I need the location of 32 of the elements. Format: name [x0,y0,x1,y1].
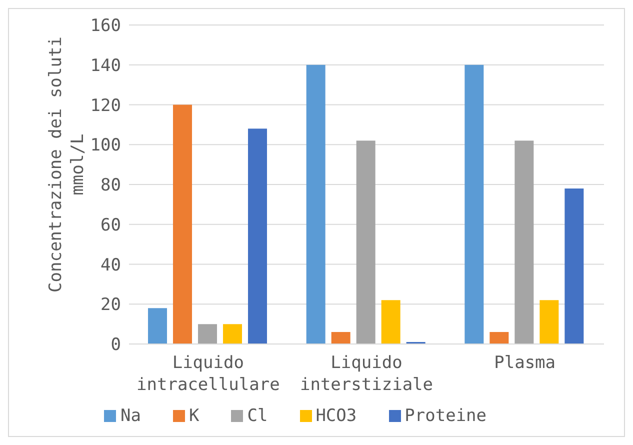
bar [464,64,484,344]
legend-label: Proteine [404,406,487,426]
legend-label: K [188,406,200,426]
bar [540,300,559,344]
bar [381,300,400,344]
y-axis-title: Concentrazione dei soluti mmol/L [46,36,88,292]
bar [490,332,509,344]
y-tick-label: 120 [90,96,121,116]
bar [306,64,326,344]
legend-label: Cl [247,406,268,426]
bar [564,188,584,344]
legend-label: Na [120,406,141,426]
y-tick-label: 140 [90,56,121,76]
x-tick-label: Plasma [494,353,556,373]
bar [223,324,242,344]
y-tick-label: 20 [100,295,121,316]
y-tick-label: 60 [100,215,121,236]
y-tick-label: 40 [100,255,121,276]
x-tick-label: Liquido intracellulare [136,353,280,395]
bar [331,332,350,344]
y-tick-label: 80 [100,176,121,196]
x-tick-label: Liquido interstiziale [300,353,434,395]
y-tick-label: 100 [90,136,121,156]
bar [356,140,376,344]
y-tick-label: 160 [90,16,121,36]
bar [514,140,534,344]
bar [173,104,192,344]
bar [198,324,217,344]
bar [248,128,267,344]
legend-label: HCO3 [316,406,357,426]
y-tick-label: 0 [110,335,121,356]
bar [148,308,167,344]
